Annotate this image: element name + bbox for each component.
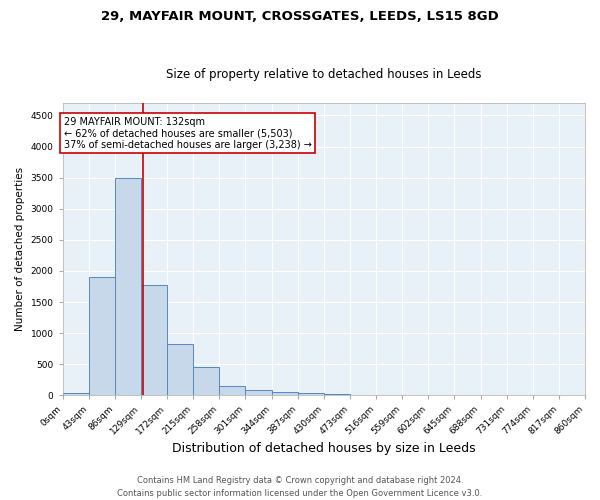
Bar (324, 394, 350, 396)
Text: Contains HM Land Registry data © Crown copyright and database right 2024.
Contai: Contains HM Land Registry data © Crown c… (118, 476, 482, 498)
X-axis label: Distribution of detached houses by size in Leeds: Distribution of detached houses by size … (172, 442, 476, 455)
Bar (115, 178, 141, 396)
Bar (272, 392, 298, 396)
Text: 29, MAYFAIR MOUNT, CROSSGATES, LEEDS, LS15 8GD: 29, MAYFAIR MOUNT, CROSSGATES, LEEDS, LS… (101, 10, 499, 23)
Bar (193, 368, 220, 396)
Text: 29 MAYFAIR MOUNT: 132sqm
← 62% of detached houses are smaller (5,503)
37% of sem: 29 MAYFAIR MOUNT: 132sqm ← 62% of detach… (64, 116, 311, 150)
Bar (62, 394, 89, 396)
Bar (350, 394, 376, 396)
Bar (141, 284, 167, 396)
Bar (89, 277, 115, 396)
Y-axis label: Number of detached properties: Number of detached properties (15, 167, 25, 331)
Bar (167, 344, 193, 396)
Bar (245, 390, 272, 396)
Title: Size of property relative to detached houses in Leeds: Size of property relative to detached ho… (166, 68, 482, 81)
Bar (298, 394, 324, 396)
Bar (220, 386, 245, 396)
